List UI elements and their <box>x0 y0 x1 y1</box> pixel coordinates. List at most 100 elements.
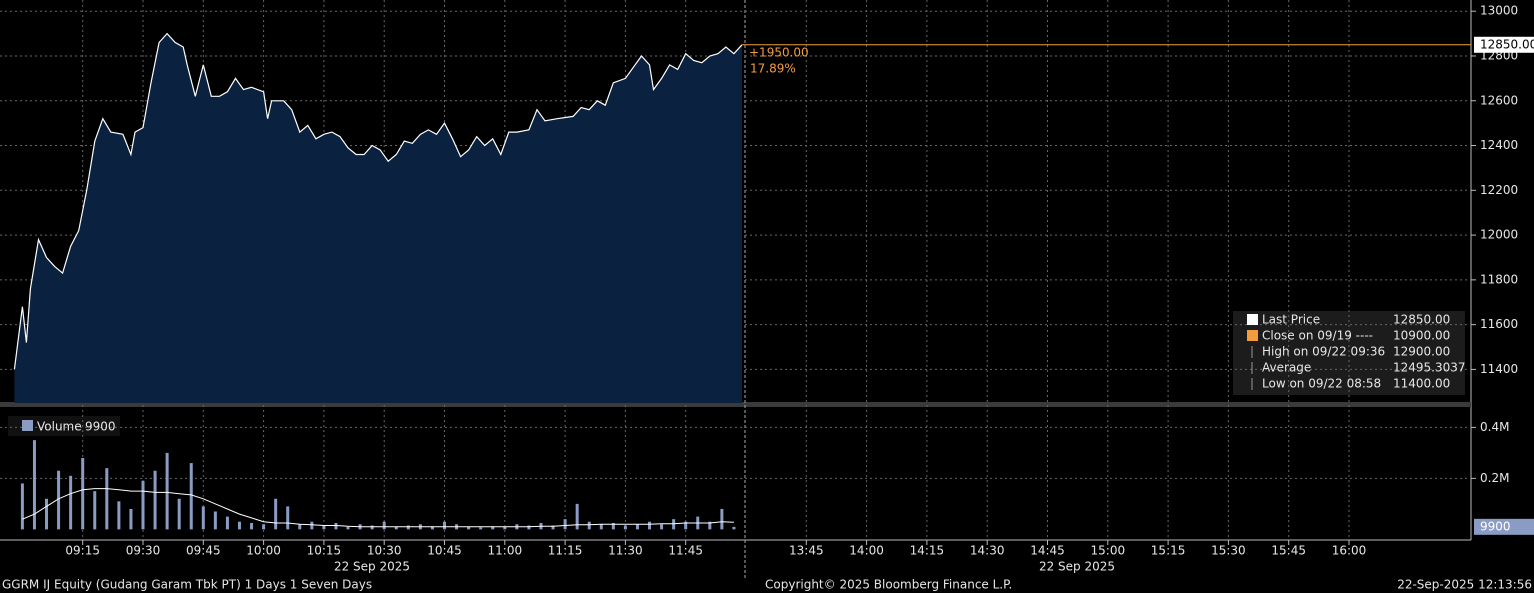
volume-bar <box>32 440 36 530</box>
legend-swatch <box>1247 314 1258 325</box>
volume-bar <box>479 527 483 530</box>
volume-bar <box>45 498 49 530</box>
change-pct-label: 17.89% <box>750 62 796 76</box>
last-volume-box <box>1474 518 1534 535</box>
volume-bar <box>503 526 507 530</box>
volume-bar <box>406 525 410 530</box>
price-area <box>14 33 742 403</box>
legend-label: Close on 09/19 ---- <box>1262 329 1373 343</box>
y-tick-label: 12400 <box>1480 138 1518 152</box>
y-tick-label: 11600 <box>1480 317 1518 331</box>
last-price-box <box>1474 36 1534 53</box>
legend-label: Average <box>1262 361 1311 375</box>
volume-bar <box>141 480 145 530</box>
x-tick-label: 11:15 <box>548 544 583 558</box>
y-tick-label: 11400 <box>1480 362 1518 376</box>
volume-bar <box>684 521 688 530</box>
volume-bar <box>443 521 446 530</box>
y-tick-label: 11800 <box>1480 272 1518 286</box>
volume-bar <box>177 498 181 530</box>
volume-average-line <box>22 488 734 528</box>
volume-bar <box>370 525 374 530</box>
footer-left: GGRM IJ Equity (Gudang Garam Tbk PT) 1 D… <box>2 578 372 592</box>
x-tick-label: 11:30 <box>608 544 643 558</box>
volume-bar <box>394 526 398 530</box>
volume-bar <box>491 526 495 530</box>
y-tick-label: 0.4M <box>1480 420 1509 434</box>
legend-value: 12900.00 <box>1393 345 1450 359</box>
x-tick-label: 14:30 <box>970 544 1005 558</box>
x-tick-label: 15:15 <box>1151 544 1186 558</box>
volume-bar <box>69 475 73 530</box>
volume-bar <box>635 524 639 530</box>
volume-bar <box>298 524 302 530</box>
volume-bar <box>551 525 555 530</box>
volume-bar <box>322 525 326 530</box>
volume-bar <box>237 521 241 530</box>
date-label: 22 Sep 2025 <box>334 560 410 574</box>
volume-bar <box>129 508 133 530</box>
volume-bar <box>93 491 97 530</box>
volume-bar <box>189 463 193 530</box>
volume-bar <box>720 508 724 530</box>
y-tick-label: 12000 <box>1480 228 1518 242</box>
volume-legend-box <box>8 416 120 436</box>
volume-bar <box>467 526 471 530</box>
volume-bar <box>575 503 579 530</box>
volume-bar <box>346 526 350 530</box>
x-tick-label: 10:45 <box>427 544 462 558</box>
volume-bar <box>117 501 121 530</box>
volume-bar <box>587 521 591 530</box>
volume-bar <box>660 524 664 530</box>
volume-bar <box>563 519 567 530</box>
x-tick-label: 15:00 <box>1091 544 1126 558</box>
last-volume-label: 9900 <box>1480 519 1511 533</box>
volume-bar <box>105 468 109 530</box>
volume-bar <box>225 516 229 530</box>
y-tick-label: 12600 <box>1480 93 1518 107</box>
volume-bar <box>57 470 61 530</box>
x-tick-label: 10:30 <box>367 544 402 558</box>
volume-legend-value: 9900 <box>85 420 116 434</box>
x-tick-label: 15:45 <box>1271 544 1306 558</box>
x-tick-label: 11:45 <box>668 544 703 558</box>
legend-value: 10900.00 <box>1393 329 1450 343</box>
x-tick-label: 09:45 <box>186 544 221 558</box>
x-tick-label: 14:15 <box>910 544 945 558</box>
x-tick-label: 14:00 <box>849 544 884 558</box>
volume-bar <box>623 525 627 530</box>
volume-bar <box>672 519 676 530</box>
change-label: +1950.00 <box>749 46 809 60</box>
volume-bar <box>250 522 254 530</box>
volume-bar <box>201 506 205 530</box>
legend-swatch <box>1247 330 1258 341</box>
volume-bar <box>382 521 386 530</box>
volume-bar <box>310 521 314 530</box>
volume-bar <box>165 452 169 530</box>
volume-legend-label: Volume <box>37 420 82 434</box>
x-tick-label: 09:15 <box>65 544 100 558</box>
volume-bar <box>286 506 290 530</box>
footer-center: Copyright© 2025 Bloomberg Finance L.P. <box>765 578 1012 592</box>
volume-bar <box>153 470 157 530</box>
volume-bar <box>20 483 24 530</box>
y-tick-label: 12200 <box>1480 183 1518 197</box>
x-tick-label: 16:00 <box>1332 544 1367 558</box>
volume-bar <box>611 522 615 530</box>
volume-legend-swatch <box>22 420 33 431</box>
volume-bar <box>708 521 712 530</box>
x-tick-label: 13:45 <box>789 544 824 558</box>
volume-bar <box>527 525 531 530</box>
y-tick-label: 13000 <box>1480 4 1518 18</box>
x-tick-label: 14:45 <box>1030 544 1065 558</box>
legend-label: Low on 09/22 08:58 <box>1262 377 1381 391</box>
volume-bar <box>81 457 85 530</box>
volume-bar <box>732 526 736 530</box>
legend-value: 12850.00 <box>1393 313 1450 327</box>
volume-bar <box>274 498 278 530</box>
volume-bar <box>262 524 266 530</box>
x-tick-label: 11:00 <box>488 544 523 558</box>
date-label: 22 Sep 2025 <box>1039 560 1115 574</box>
x-tick-label: 09:30 <box>126 544 161 558</box>
